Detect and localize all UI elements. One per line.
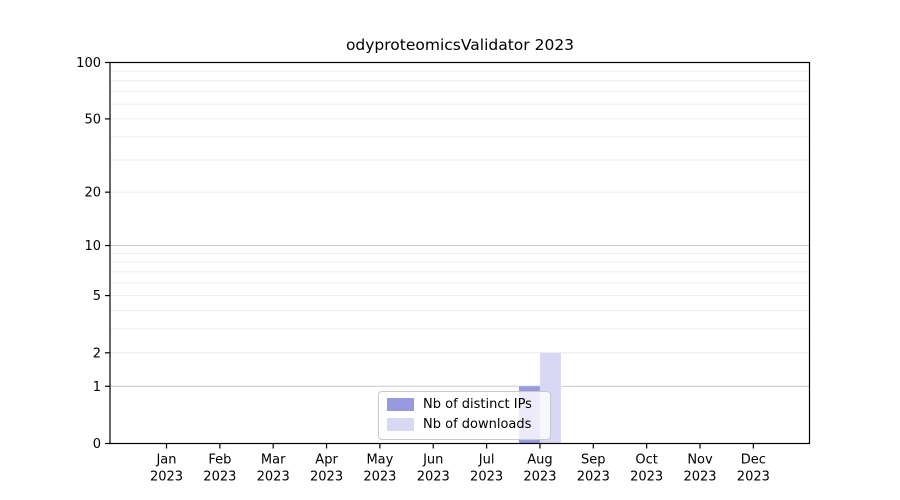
chart-title: odyproteomicsValidator 2023 <box>345 36 575 54</box>
x-tick-label-month: Sep <box>581 453 606 468</box>
legend-item-downloads: Nb of downloads <box>379 414 550 434</box>
x-tick-label-month: Aug <box>527 453 552 468</box>
x-tick-label-month: Apr <box>315 453 338 468</box>
x-tick-label-month: Jul <box>478 453 495 468</box>
plot-frame <box>109 61 811 445</box>
legend-label-distinct-ips: Nb of distinct IPs <box>423 396 532 412</box>
x-tick-label-month: Oct <box>635 453 657 468</box>
x-tick-label-month: Mar <box>261 453 286 468</box>
x-tick-label-year: 2023 <box>630 470 663 485</box>
x-tick-label-month: Jun <box>422 453 443 468</box>
y-tick-label: 5 <box>93 289 101 304</box>
x-tick-label-year: 2023 <box>203 470 236 485</box>
y-tick-label: 1 <box>93 380 101 395</box>
legend-swatch-distinct-ips <box>387 397 414 411</box>
x-tick-label-year: 2023 <box>737 470 770 485</box>
x-tick-label-month: Nov <box>687 453 713 468</box>
y-tick-label: 10 <box>84 239 101 254</box>
x-tick-label-month: Jan <box>155 453 176 468</box>
x-tick-label-month: Feb <box>208 453 231 468</box>
y-tick-label: 20 <box>84 186 101 201</box>
x-tick-label-year: 2023 <box>683 470 716 485</box>
legend-swatch-downloads <box>387 417 414 431</box>
legend-label-downloads: Nb of downloads <box>423 416 532 432</box>
x-tick-label-month: Dec <box>741 453 766 468</box>
y-tick-label: 100 <box>76 56 101 71</box>
x-tick-label-year: 2023 <box>417 470 450 485</box>
y-tick-label: 50 <box>84 112 101 127</box>
legend: Nb of distinct IPs Nb of downloads <box>378 391 551 440</box>
x-tick-label-year: 2023 <box>257 470 290 485</box>
x-tick-label-year: 2023 <box>363 470 396 485</box>
x-tick-label-year: 2023 <box>577 470 610 485</box>
y-tick-label: 2 <box>93 346 101 361</box>
y-tick-label: 0 <box>93 437 101 452</box>
x-tick-label-year: 2023 <box>310 470 343 485</box>
x-tick-label-year: 2023 <box>470 470 503 485</box>
x-tick-label-year: 2023 <box>150 470 183 485</box>
x-tick-label-year: 2023 <box>523 470 556 485</box>
legend-item-distinct-ips: Nb of distinct IPs <box>379 394 550 414</box>
x-tick-label-month: May <box>366 453 393 468</box>
